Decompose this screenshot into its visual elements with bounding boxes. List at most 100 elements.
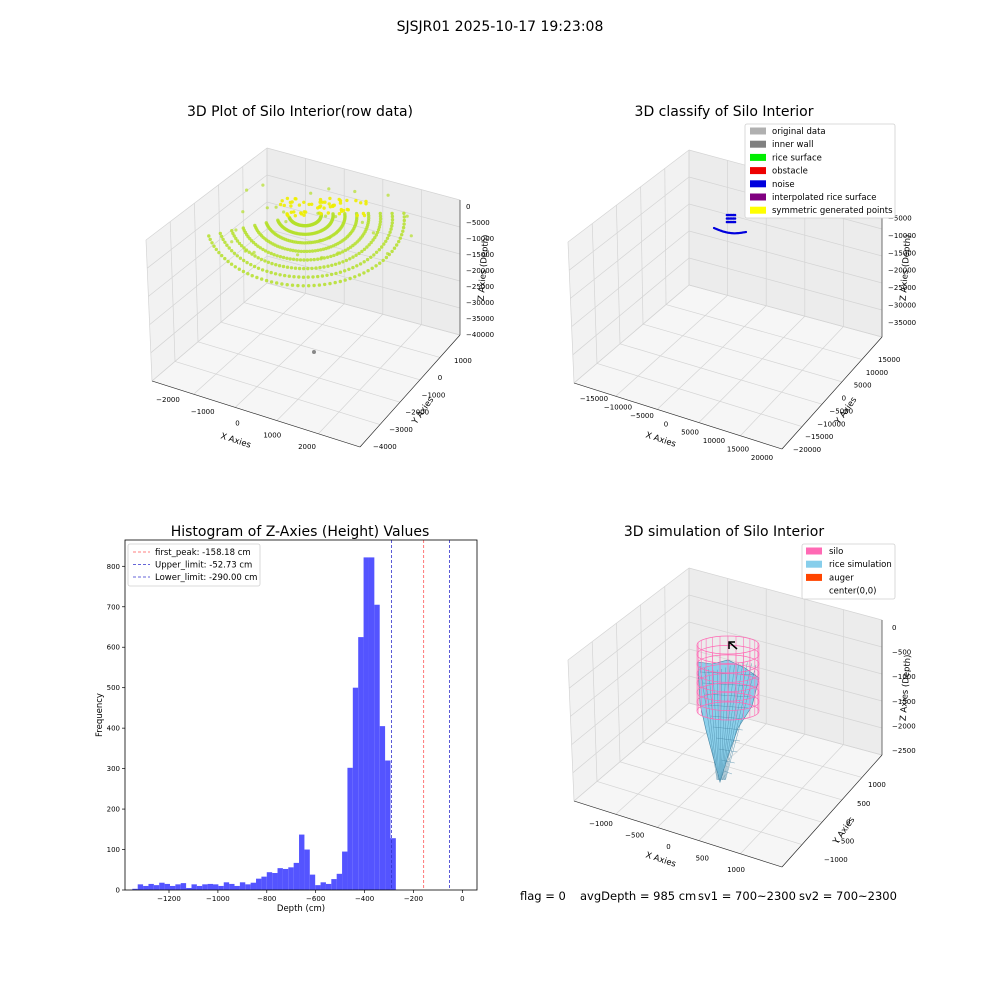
raw-data-point — [389, 227, 393, 231]
raw-data-point — [289, 210, 293, 214]
raw-z-tick-label: 0 — [466, 203, 470, 211]
raw-z-tick-label: −10000 — [466, 235, 494, 243]
classify-y-tick-label: 15000 — [878, 356, 900, 364]
raw-data-point — [229, 262, 234, 266]
raw-data-point — [230, 240, 234, 244]
histogram-bar — [148, 883, 154, 890]
raw-data-point — [263, 259, 267, 263]
classify-box-gridline — [572, 257, 690, 356]
raw-data-point — [293, 214, 297, 218]
raw-data-point — [316, 257, 320, 261]
raw-data-point — [345, 198, 349, 203]
raw-y-tick-label: −2000 — [405, 409, 429, 417]
y-tick-label: 600 — [107, 644, 120, 652]
raw-data-point — [354, 198, 358, 203]
simulation-box-gridline — [698, 733, 806, 841]
raw-z-tick-label: −25000 — [466, 283, 494, 291]
raw-data-point — [305, 249, 309, 254]
raw-data-point — [378, 261, 382, 265]
raw-data-point — [307, 284, 311, 288]
raw-data-point — [239, 244, 244, 248]
x-tick-label: −600 — [306, 895, 325, 903]
simulation-z-tick-label: −2000 — [892, 722, 916, 730]
histogram-bar — [191, 884, 197, 890]
raw-data-point — [288, 248, 292, 252]
histogram-bar — [153, 885, 160, 890]
classify-z-tick-label: −25000 — [888, 284, 916, 292]
simulation-z-tick-label: −500 — [892, 649, 911, 657]
classify-box-gridline — [591, 223, 598, 364]
noise-point — [733, 220, 737, 224]
raw-data-point — [274, 263, 278, 267]
histogram-bar — [159, 882, 165, 890]
histogram-bar — [288, 867, 294, 890]
histogram-bar — [245, 884, 251, 890]
raw-data-point — [232, 251, 237, 255]
raw-data-point — [369, 255, 373, 259]
histogram-bar — [180, 883, 187, 890]
raw-data-point — [263, 249, 268, 253]
rice-mesh-line — [720, 667, 726, 781]
raw-data-point — [390, 221, 394, 225]
raw-data-point — [384, 255, 389, 260]
simulation-box-gridline — [571, 648, 690, 745]
raw-x-ticks: −2000 −1000 0 1000 2000 — [156, 396, 316, 451]
histogram-bar — [385, 760, 391, 890]
raw-data-point — [245, 188, 249, 192]
simulation-box-gridline — [664, 586, 667, 723]
raw-data-point — [357, 273, 362, 277]
raw-z-tick-label: −5000 — [466, 219, 490, 227]
raw-data-point — [233, 265, 237, 269]
raw-data-point — [348, 257, 352, 261]
raw-data-point — [207, 234, 211, 238]
raw-box-gridline — [234, 303, 345, 408]
raw-data-point — [372, 253, 376, 257]
raw-data-point — [378, 211, 382, 216]
simulation-x-tick-label: 0 — [666, 843, 670, 851]
simulation-box-gridline — [740, 744, 844, 855]
classify-box-gridline — [664, 168, 667, 305]
legend-label: original data — [772, 127, 826, 137]
raw-data-point — [226, 259, 230, 264]
raw-data-point — [390, 218, 395, 222]
simulation-box-gridline — [688, 567, 883, 621]
histogram-bar — [239, 882, 246, 890]
simulation-y-tick-label: −1000 — [824, 856, 848, 864]
histogram-frame — [124, 539, 478, 891]
rice-mesh-line — [713, 726, 743, 731]
histogram-y-ticks: 0 100 200 300 400 500 600 700 800 — [107, 563, 125, 895]
raw-data-point — [282, 203, 286, 208]
raw-data-point — [310, 266, 314, 271]
simulation-box-gridline — [591, 641, 598, 782]
raw-data-point — [351, 255, 355, 259]
rice-mesh-line — [715, 737, 741, 742]
raw-data-point — [384, 239, 388, 243]
raw-data-point — [252, 250, 256, 254]
histogram-bar — [250, 882, 257, 890]
raw-box-gridline — [194, 203, 199, 342]
raw-z-tick-label: −20000 — [466, 267, 494, 275]
raw-data-point — [325, 255, 330, 259]
simulation-x-tick-label: −500 — [625, 832, 644, 840]
raw-data-point — [260, 277, 264, 281]
raw-data-point — [272, 253, 276, 257]
raw-data-point — [237, 267, 241, 271]
legend-swatch — [750, 140, 766, 148]
classify-box-gridline — [640, 186, 644, 325]
panel-raw-3d: 3D Plot of Silo Interior(row data) −2000… — [145, 104, 494, 451]
raw-data-point — [265, 269, 269, 273]
raw-data-point — [375, 230, 380, 235]
raw-data-point — [328, 281, 332, 286]
raw-data-point — [355, 264, 359, 268]
raw-data-point — [241, 210, 245, 214]
classify-x-tick-label: 5000 — [681, 429, 699, 437]
simulation-box-axis-line — [573, 800, 783, 868]
raw-data-point — [252, 264, 257, 269]
raw-data-point — [334, 215, 338, 219]
simulation-box-gridline — [616, 623, 621, 762]
raw-data-point — [258, 246, 262, 250]
raw-data-point — [297, 275, 301, 279]
histogram-bar — [229, 883, 235, 890]
raw-box-gridline — [148, 201, 268, 297]
